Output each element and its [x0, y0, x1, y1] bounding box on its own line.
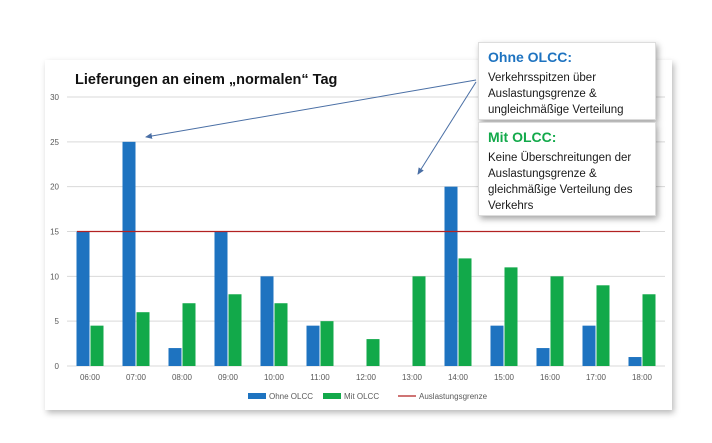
chart-title: Lieferungen an einem „normalen“ Tag — [75, 72, 338, 88]
bar-ohne-olcc — [490, 325, 504, 366]
callout-mit-body: Keine Überschreitungen der Auslastungsgr… — [488, 152, 633, 212]
x-tick-label: 08:00 — [172, 373, 193, 382]
callout-ohne-title: Ohne OLCC: — [488, 49, 572, 65]
x-tick-label: 10:00 — [264, 373, 285, 382]
bar-ohne-olcc — [306, 325, 320, 366]
bar-mit-olcc — [182, 303, 196, 366]
legend-swatch — [323, 393, 341, 399]
callout-mit-olcc: Mit OLCC: Keine Überschreitungen der Aus… — [478, 122, 656, 216]
y-tick-label: 25 — [50, 138, 59, 147]
y-tick-label: 15 — [50, 228, 59, 237]
bar-ohne-olcc — [122, 141, 136, 366]
bar-mit-olcc — [458, 258, 472, 366]
bar-ohne-olcc — [582, 325, 596, 366]
x-tick-label: 17:00 — [586, 373, 607, 382]
y-tick-label: 30 — [50, 93, 59, 102]
legend-label: Auslastungsgrenze — [419, 392, 488, 401]
x-tick-label: 06:00 — [80, 373, 101, 382]
legend-label: Mit OLCC — [344, 392, 379, 401]
y-tick-label: 20 — [50, 183, 59, 192]
bar-ohne-olcc — [628, 357, 642, 366]
callout-ohne-body: Verkehrsspitzen über Auslastungsgrenze &… — [488, 72, 624, 116]
legend-swatch — [248, 393, 266, 399]
bar-mit-olcc — [642, 294, 656, 366]
bar-mit-olcc — [274, 303, 288, 366]
bar-ohne-olcc — [536, 348, 550, 366]
bar-ohne-olcc — [444, 186, 458, 366]
bar-mit-olcc — [136, 312, 150, 366]
bar-ohne-olcc — [168, 348, 182, 366]
callout-mit-title: Mit OLCC: — [488, 129, 557, 145]
x-tick-label: 14:00 — [448, 373, 469, 382]
x-tick-label: 13:00 — [402, 373, 423, 382]
bar-mit-olcc — [90, 325, 104, 366]
y-tick-label: 10 — [50, 272, 59, 281]
x-tick-label: 12:00 — [356, 373, 377, 382]
x-tick-label: 09:00 — [218, 373, 239, 382]
y-tick-label: 5 — [55, 317, 60, 326]
bar-ohne-olcc — [76, 231, 90, 366]
x-tick-label: 07:00 — [126, 373, 147, 382]
bar-mit-olcc — [550, 276, 564, 366]
x-tick-label: 18:00 — [632, 373, 653, 382]
bar-ohne-olcc — [260, 276, 274, 366]
bar-mit-olcc — [320, 321, 334, 366]
legend-label: Ohne OLCC — [269, 392, 313, 401]
bar-mit-olcc — [228, 294, 242, 366]
bar-mit-olcc — [504, 267, 518, 366]
x-tick-label: 11:00 — [310, 373, 330, 382]
bar-ohne-olcc — [214, 231, 228, 366]
y-tick-label: 0 — [55, 362, 60, 371]
x-tick-label: 15:00 — [494, 373, 515, 382]
bar-mit-olcc — [366, 339, 380, 366]
callout-ohne-olcc: Ohne OLCC: Verkehrsspitzen über Auslastu… — [478, 42, 656, 120]
x-tick-label: 16:00 — [540, 373, 561, 382]
bar-mit-olcc — [412, 276, 426, 366]
bar-mit-olcc — [596, 285, 610, 366]
